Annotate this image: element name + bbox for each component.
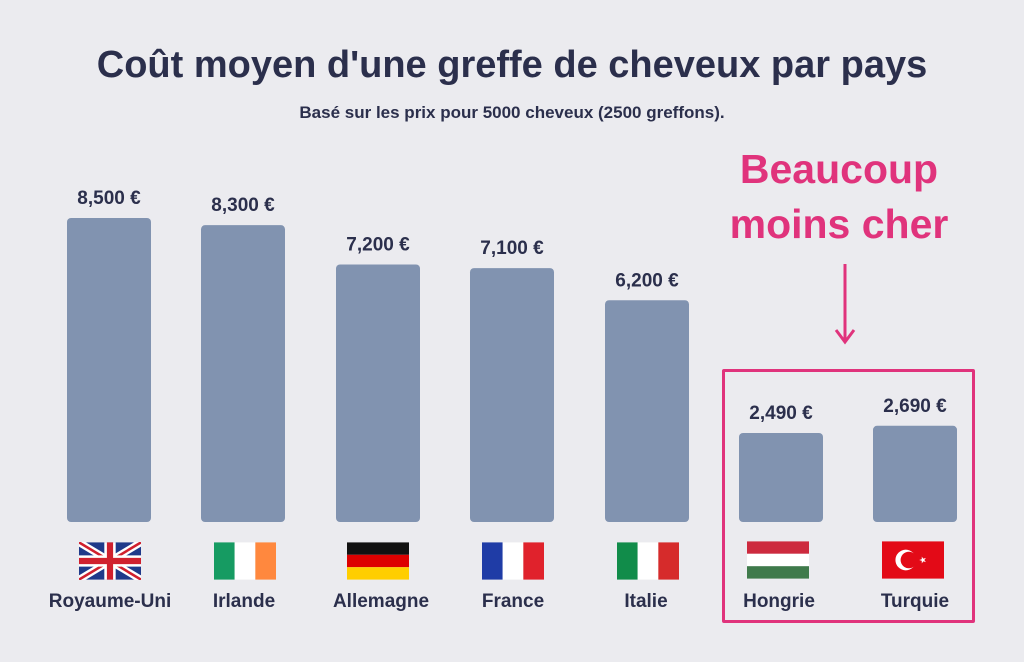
country-label-turquie: Turquie [880,591,950,612]
country-label-italie: Italie [624,591,668,612]
bar-italie [605,300,689,522]
france-flag-icon [482,542,544,580]
country-label-royaume-uni: Royaume-Uni [48,591,172,612]
hungary-flag-icon [747,541,809,579]
germany-flag-icon [347,542,409,580]
country-label-irlande: Irlande [212,591,276,612]
arrow-down-icon [834,264,856,345]
bar-france [470,268,554,522]
callout-line-2: moins cher [729,201,949,247]
value-label-allemagne: 7,200 € [346,234,410,255]
chart-subtitle: Basé sur les prix pour 5000 cheveux (250… [299,103,725,122]
value-label-italie: 6,200 € [615,270,679,291]
chart-title: Coût moyen d'une greffe de cheveux par p… [96,44,928,86]
value-label-irlande: 8,300 € [211,195,275,216]
ireland-flag-icon [214,542,276,580]
value-label-turquie: 2,690 € [883,396,947,417]
uk-flag-icon [79,542,141,580]
bar-allemagne [336,264,420,522]
country-label-france: France [481,591,545,612]
callout-text: Beaucoup moins cher [704,142,974,252]
bar-royaume-uni [67,218,151,522]
value-label-france: 7,100 € [480,238,544,259]
bar-hongrie [739,432,823,522]
bar-irlande [201,225,285,522]
turkey-flag-icon [882,541,944,579]
country-label-hongrie: Hongrie [743,591,815,612]
bar-turquie [873,425,957,522]
callout-line-1: Beaucoup [739,146,939,192]
italy-flag-icon [617,542,679,580]
country-label-allemagne: Allemagne [332,591,430,612]
value-label-royaume-uni: 8,500 € [77,188,141,209]
value-label-hongrie: 2,490 € [749,403,813,424]
highlight-box [722,369,975,623]
